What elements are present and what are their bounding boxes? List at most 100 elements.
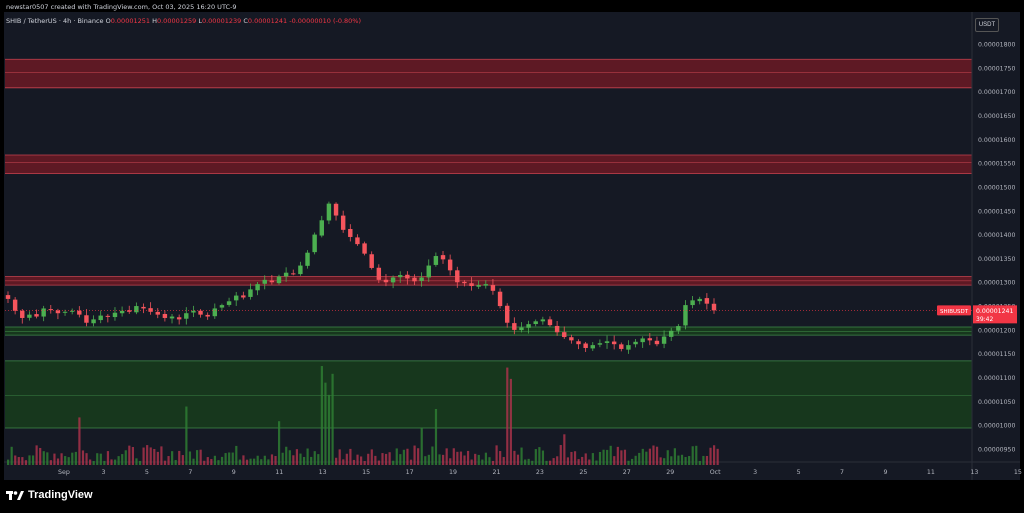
- candle-body: [27, 314, 32, 318]
- volume-bar: [78, 417, 81, 465]
- volume-bar: [381, 453, 384, 465]
- volume-bar: [306, 448, 309, 465]
- volume-bar: [310, 456, 313, 465]
- time-tick-label: 3: [101, 469, 105, 476]
- volume-bar: [263, 455, 266, 465]
- candle-body: [298, 265, 303, 275]
- volume-bar: [695, 445, 698, 465]
- volume-bar: [374, 455, 377, 465]
- candle-body: [291, 273, 296, 275]
- currency-badge[interactable]: USDT: [975, 18, 999, 32]
- candle-body: [476, 285, 481, 287]
- candle-body: [512, 323, 517, 330]
- ohlc-value: 0.00001259: [156, 17, 197, 25]
- volume-bar: [195, 450, 199, 465]
- candle-body: [390, 277, 396, 283]
- volume-bar: [81, 450, 85, 465]
- volume-bar: [324, 382, 327, 465]
- volume-bar: [638, 452, 641, 465]
- candle-body: [626, 345, 631, 350]
- volume-bar: [395, 448, 398, 465]
- volume-bar: [573, 451, 577, 465]
- volume-bar: [242, 455, 245, 465]
- volume-bar: [470, 459, 473, 465]
- volume-bar: [356, 454, 359, 465]
- candle-body: [20, 310, 25, 318]
- volume-bar: [295, 449, 299, 465]
- candle-body: [84, 315, 89, 323]
- candle-body: [690, 300, 695, 306]
- volume-bar: [424, 456, 427, 465]
- time-tick-label: 17: [406, 469, 414, 476]
- candle-body: [176, 317, 182, 320]
- volume-bar: [534, 449, 537, 465]
- time-tick-label: Oct: [710, 469, 721, 476]
- ohlc-value: -0.00000010 (-0.80%): [289, 17, 362, 25]
- symbol-tag-text: SHIBUSDT: [940, 309, 969, 315]
- volume-bar: [74, 451, 77, 465]
- tradingview-logo-text: TradingView: [28, 489, 93, 501]
- candle-body: [376, 267, 382, 280]
- volume-bar: [113, 459, 117, 465]
- volume-bar: [716, 448, 719, 465]
- volume-bar: [42, 451, 45, 465]
- volume-bar: [688, 456, 691, 465]
- candle-body: [34, 314, 39, 317]
- symbol-title[interactable]: SHIB / TetherUS · 4h · Binance: [6, 17, 104, 25]
- volume-bar: [641, 448, 644, 465]
- volume-bar: [384, 453, 388, 465]
- volume-bar: [224, 453, 227, 465]
- volume-bar: [245, 459, 249, 465]
- volume-bar: [135, 458, 138, 465]
- volume-bar: [645, 451, 648, 465]
- volume-bar: [506, 367, 509, 465]
- candle-body: [647, 338, 653, 341]
- volume-bar: [541, 450, 545, 465]
- volume-bar: [581, 456, 584, 465]
- volume-bar: [28, 455, 31, 465]
- candle-body: [526, 324, 531, 328]
- volume-bar: [516, 454, 520, 465]
- price-tick-label: 0.00001200: [978, 327, 1015, 334]
- volume-bar: [171, 451, 174, 465]
- candle-body: [162, 313, 168, 318]
- candle-body: [119, 310, 125, 314]
- volume-bar: [138, 460, 142, 465]
- candle-body: [533, 321, 538, 325]
- candle-body: [462, 281, 467, 284]
- volume-bar: [399, 454, 402, 465]
- candle-body: [48, 309, 53, 311]
- volume-bar: [702, 455, 705, 465]
- volume-bar: [103, 460, 106, 465]
- candle-body: [91, 319, 96, 324]
- price-tick-label: 0.00000950: [978, 447, 1015, 454]
- volume-bar: [299, 453, 302, 465]
- volume-bar: [317, 454, 320, 465]
- volume-bar: [652, 445, 655, 465]
- volume-bar: [570, 451, 573, 465]
- time-tick-label: 13: [970, 469, 978, 476]
- candle-body: [519, 327, 524, 331]
- candle-body: [276, 276, 282, 284]
- volume-bar: [228, 452, 231, 465]
- volume-bar: [491, 460, 495, 465]
- candle-body: [191, 310, 196, 313]
- candle-body: [248, 289, 253, 297]
- volume-bar: [495, 445, 498, 465]
- volume-bar: [598, 451, 602, 465]
- volume-bar: [409, 459, 413, 465]
- price-tick-label: 0.00001000: [978, 423, 1015, 430]
- volume-bar: [231, 452, 234, 465]
- volume-bar: [566, 457, 570, 465]
- volume-bar: [413, 445, 416, 465]
- volume-bar: [698, 460, 701, 465]
- candle-body: [497, 291, 503, 307]
- volume-bar: [270, 454, 274, 465]
- price-tick-label: 0.00001050: [978, 399, 1015, 406]
- candle-body: [583, 343, 588, 348]
- time-tick-label: 27: [623, 469, 631, 476]
- volume-bar: [14, 455, 17, 465]
- price-tick-label: 0.00001450: [978, 208, 1015, 215]
